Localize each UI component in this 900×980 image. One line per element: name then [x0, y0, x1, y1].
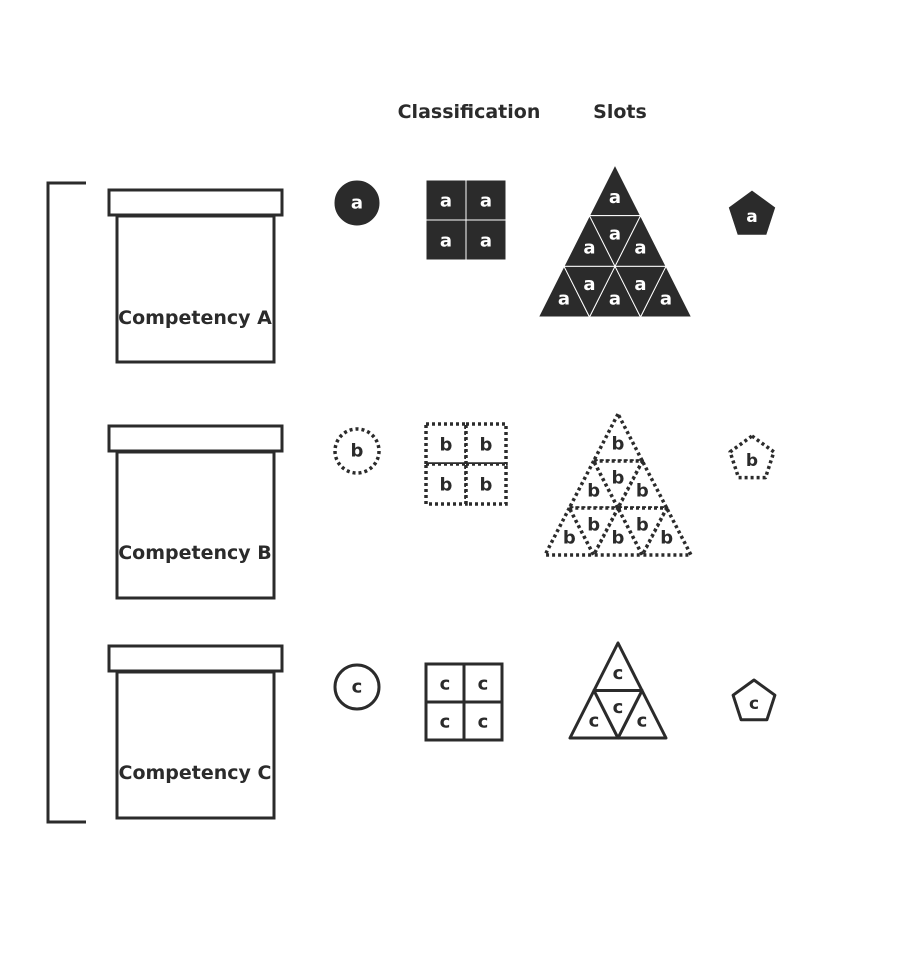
- slot-triangle-inverted: [591, 459, 645, 510]
- competency-label: Competency A: [118, 307, 272, 329]
- slot-letter: c: [613, 697, 624, 718]
- competency-row-c: Competency Cc c cc ccc cc c: [107, 641, 777, 820]
- classification-circle: [333, 663, 381, 711]
- circle-letter: a: [351, 193, 363, 214]
- pentagon-letter: b: [746, 451, 758, 471]
- diagram-header: Classification Slots: [398, 101, 647, 123]
- competency-row-a: Competency Aa a aa aaa aaa a aa aa: [107, 164, 777, 364]
- slot-letter: a: [634, 238, 646, 259]
- grid-cell: [464, 462, 508, 506]
- grid-cell-letter: b: [440, 435, 453, 456]
- slot-letter: b: [563, 528, 576, 549]
- slot-letter: b: [587, 481, 600, 502]
- slot-triangle: [591, 412, 645, 463]
- slot-letter: c: [589, 710, 600, 731]
- competency-box: [115, 214, 276, 364]
- competency-box-lid: [107, 188, 284, 217]
- grid-cell-letter: c: [440, 712, 451, 733]
- grid-cell-letter: c: [478, 712, 489, 733]
- slot-letter: a: [583, 238, 595, 259]
- competency-box-lid: [107, 644, 284, 673]
- slot-letter: a: [634, 274, 646, 295]
- competency-box-lid: [107, 424, 284, 453]
- slot-letter: c: [637, 710, 648, 731]
- grid-cell-letter: b: [440, 475, 453, 496]
- grid-cell-letter: a: [480, 191, 492, 212]
- grid-cell: [424, 422, 468, 466]
- slot-letter: a: [609, 187, 621, 208]
- competency-row-b: Competency Bb b bb bbb bbb b bb bb: [107, 412, 776, 600]
- group-bracket: [46, 181, 86, 824]
- grid-cell-letter: b: [480, 475, 493, 496]
- grid-cell-letter: a: [440, 231, 452, 252]
- grid-cell: [425, 219, 467, 261]
- grid-cell: [462, 700, 504, 742]
- slot-letter: a: [609, 288, 621, 309]
- slot-triangle-inverted: [614, 265, 667, 318]
- slot-letter: b: [612, 434, 625, 455]
- grid-cell: [424, 462, 468, 506]
- slot-triangle-inverted: [616, 506, 669, 557]
- slot-triangle-inverted: [563, 265, 616, 318]
- grid-cell: [465, 179, 507, 221]
- grid-cell: [464, 422, 508, 466]
- slot-triangle-inverted: [592, 689, 644, 740]
- slot-pentagon: [731, 678, 777, 722]
- slot-pentagon: [728, 434, 776, 480]
- circle-letter: c: [352, 677, 363, 698]
- slot-letter: b: [612, 528, 625, 549]
- grid-cell-letter: c: [478, 674, 489, 695]
- slot-letter: a: [583, 274, 595, 295]
- slots-header: Slots: [593, 101, 647, 123]
- slot-letter: b: [636, 514, 649, 535]
- grid-cell-letter: a: [440, 191, 452, 212]
- classification-header: Classification: [398, 101, 541, 123]
- grid-cell-letter: a: [480, 231, 492, 252]
- grid-cell-letter: c: [440, 674, 451, 695]
- slot-letter: b: [587, 514, 600, 535]
- slot-letter: b: [660, 528, 673, 549]
- classification-circle: [333, 179, 381, 227]
- slot-triangle-inverted: [589, 215, 641, 267]
- slot-letter: a: [660, 288, 672, 309]
- competency-label: Competency B: [118, 542, 272, 564]
- pentagon-letter: c: [749, 694, 759, 714]
- slot-letter: c: [613, 663, 624, 684]
- slot-triangle-inverted: [567, 506, 620, 557]
- slot-pentagon: [727, 189, 777, 236]
- competency-box: [115, 450, 276, 600]
- slot-letter: a: [558, 288, 570, 309]
- slot-letter: b: [612, 467, 625, 488]
- grid-cell: [465, 219, 507, 261]
- competency-label: Competency C: [119, 762, 272, 784]
- slot-letter: a: [609, 223, 621, 244]
- pentagon-letter: a: [746, 207, 757, 227]
- grid-cell-letter: b: [480, 435, 493, 456]
- competency-box: [115, 670, 276, 820]
- classification-circle: [333, 427, 381, 475]
- circle-letter: b: [351, 441, 364, 462]
- grid-cell: [425, 179, 467, 221]
- slot-letter: b: [636, 481, 649, 502]
